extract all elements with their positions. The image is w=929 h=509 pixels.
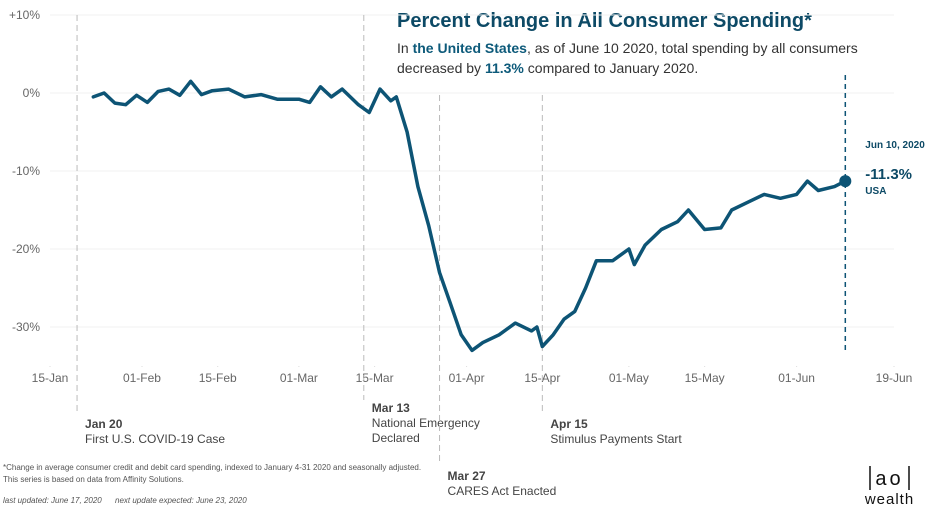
event-text: Declared — [372, 431, 420, 445]
chart-title: Percent Change in All Consumer Spending* — [397, 10, 812, 32]
subtitle: decreased by 11.3% compared to January 2… — [397, 60, 698, 76]
last-updated: last updated: June 17, 2020 — [3, 496, 102, 505]
y-tick-label: +10% — [9, 8, 40, 22]
logo: ao wealth — [864, 466, 914, 508]
x-tick-label: 01-Mar — [280, 371, 318, 385]
subtitle-part: In — [397, 40, 413, 56]
x-tick-label: 01-Feb — [123, 371, 161, 385]
end-name: USA — [865, 186, 886, 197]
x-tick-label: 15-Jan — [32, 371, 69, 385]
event-text: CARES Act Enacted — [448, 484, 557, 498]
end-point — [839, 175, 852, 188]
footnote: This series is based on data from Affini… — [3, 475, 184, 484]
event-date: Mar 13 — [372, 401, 410, 415]
next-update: next update expected: June 23, 2020 — [115, 496, 247, 505]
x-tick-label: 15-Feb — [199, 371, 237, 385]
end-value: -11.3% — [865, 166, 912, 183]
y-tick-label: -30% — [12, 320, 40, 334]
x-tick-label: 15-May — [685, 371, 725, 385]
subtitle-part: compared to January 2020. — [524, 60, 698, 76]
y-tick-label: -20% — [12, 242, 40, 256]
x-tick-label: 01-Apr — [449, 371, 485, 385]
x-tick-label: 19-Jun — [876, 371, 913, 385]
event-text: National Emergency — [372, 416, 480, 430]
y-tick-label: -10% — [12, 164, 40, 178]
x-tick-label: 15-Mar — [356, 371, 394, 385]
end-date: Jun 10, 2020 — [865, 140, 925, 151]
logo-mark: ao — [875, 468, 903, 490]
event-date: Jan 20 — [85, 417, 123, 431]
y-tick-label: 0% — [23, 86, 41, 100]
subtitle-part: , as of June 10 2020, total spending by … — [527, 40, 858, 56]
event-date: Mar 27 — [448, 469, 486, 483]
x-tick-label: 01-May — [609, 371, 649, 385]
x-tick-label: 01-Jun — [778, 371, 815, 385]
event-date: Apr 15 — [550, 417, 588, 431]
subtitle-part: the United States — [413, 40, 528, 56]
event-text: First U.S. COVID-19 Case — [85, 432, 225, 446]
series-line — [91, 79, 848, 353]
logo-text: wealth — [864, 491, 914, 508]
footnote: *Change in average consumer credit and d… — [3, 463, 421, 472]
subtitle-part: 11.3% — [485, 60, 524, 76]
subtitle-part: decreased by — [397, 60, 485, 76]
event-text: Stimulus Payments Start — [550, 432, 682, 446]
subtitle: In the United States, as of June 10 2020… — [397, 40, 858, 56]
